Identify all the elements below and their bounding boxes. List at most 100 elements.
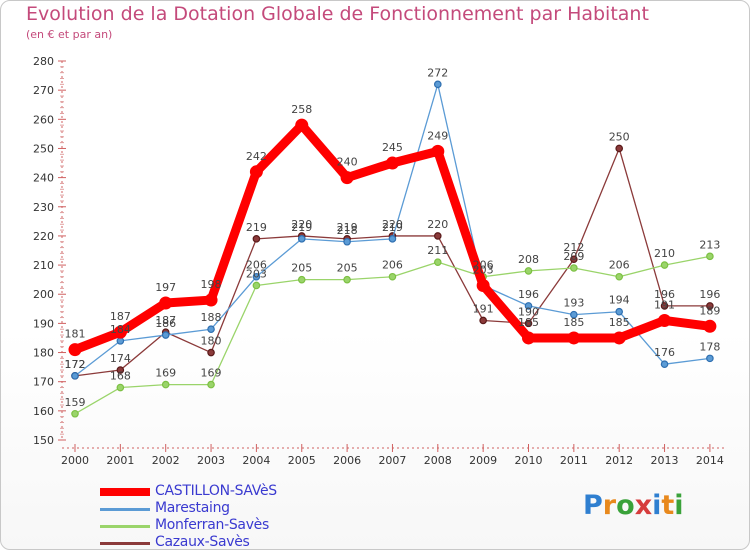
logo-letter: r bbox=[602, 490, 617, 521]
point-monferran-sav-s-2014 bbox=[706, 252, 714, 261]
data-label-marestaing-2012: 194 bbox=[609, 294, 630, 307]
data-label-castillon-sav-s-2007: 245 bbox=[382, 141, 403, 154]
x-tick-label-2008: 2008 bbox=[424, 454, 452, 467]
data-label-monferran-sav-s-2006: 205 bbox=[337, 262, 358, 275]
point-cazaux-sav-s-2011 bbox=[570, 255, 578, 264]
logo-letter: i bbox=[652, 490, 662, 521]
point-castillon-sav-s-2003 bbox=[204, 293, 218, 307]
data-label-cazaux-sav-s-2001: 174 bbox=[110, 352, 131, 365]
data-label-cazaux-sav-s-2009: 191 bbox=[473, 302, 494, 315]
data-label-cazaux-sav-s-2011: 212 bbox=[563, 241, 584, 254]
point-monferran-sav-s-2006 bbox=[343, 275, 351, 284]
data-label-castillon-sav-s-2009: 203 bbox=[473, 263, 494, 276]
data-label-monferran-sav-s-2005: 205 bbox=[291, 262, 312, 275]
point-marestaing-2007 bbox=[388, 235, 397, 243]
data-label-castillon-sav-s-2013: 191 bbox=[654, 298, 675, 311]
point-marestaing-2013 bbox=[660, 360, 669, 369]
data-label-cazaux-sav-s-2010: 190 bbox=[518, 305, 539, 318]
data-label-monferran-sav-s-2008: 211 bbox=[427, 244, 448, 257]
y-tick-label-240: 240 bbox=[33, 172, 54, 185]
point-castillon-sav-s-2010 bbox=[522, 331, 535, 345]
data-label-castillon-sav-s-2014: 189 bbox=[699, 304, 720, 317]
data-label-castillon-sav-s-2002: 197 bbox=[155, 281, 176, 294]
data-label-castillon-sav-s-2008: 249 bbox=[427, 129, 448, 142]
data-label-marestaing-2014: 178 bbox=[699, 340, 720, 353]
point-castillon-sav-s-2014 bbox=[703, 319, 717, 333]
point-marestaing-2001 bbox=[116, 337, 125, 345]
y-tick-label-220: 220 bbox=[33, 230, 54, 243]
y-tick-label-230: 230 bbox=[33, 201, 54, 214]
legend-swatch-marestaing bbox=[100, 508, 150, 511]
point-cazaux-sav-s-2001 bbox=[116, 366, 125, 374]
legend-label-marestaing: Marestaing bbox=[155, 500, 230, 516]
data-label-monferran-sav-s-2002: 169 bbox=[155, 367, 176, 380]
point-monferran-sav-s-2011 bbox=[570, 264, 578, 272]
data-label-cazaux-sav-s-2014: 196 bbox=[699, 288, 720, 301]
legend-label-cazaux: Cazaux-Savès bbox=[155, 534, 250, 550]
data-label-monferran-sav-s-2009: 206 bbox=[473, 259, 494, 272]
x-tick-label-2005: 2005 bbox=[288, 454, 316, 467]
point-monferran-sav-s-2007 bbox=[388, 272, 397, 281]
point-marestaing-2000 bbox=[71, 372, 79, 380]
data-label-castillon-sav-s-2003: 198 bbox=[201, 278, 222, 291]
data-label-marestaing-2007: 219 bbox=[382, 221, 403, 234]
y-tick-label-160: 160 bbox=[33, 405, 54, 418]
legend-swatch-cazaux bbox=[100, 542, 150, 545]
legend-label-monferran: Monferran-Savès bbox=[155, 517, 269, 533]
y-tick-label-270: 270 bbox=[33, 84, 54, 97]
point-castillon-sav-s-2001 bbox=[113, 325, 127, 339]
data-label-castillon-sav-s-2000: 181 bbox=[65, 328, 86, 341]
y-tick-label-180: 180 bbox=[33, 347, 54, 360]
data-label-cazaux-sav-s-2012: 250 bbox=[609, 130, 630, 143]
data-label-cazaux-sav-s-2008: 220 bbox=[427, 218, 448, 231]
data-label-castillon-sav-s-2010: 185 bbox=[518, 316, 539, 329]
y-tick-label-210: 210 bbox=[33, 259, 54, 272]
point-marestaing-2010 bbox=[524, 302, 533, 310]
data-label-monferran-sav-s-2003: 169 bbox=[201, 367, 222, 380]
x-tick-label-2013: 2013 bbox=[651, 454, 679, 467]
chart-subtitle: (en € et par an) bbox=[26, 28, 113, 41]
point-marestaing-2008 bbox=[433, 80, 442, 89]
data-label-monferran-sav-s-2010: 208 bbox=[518, 253, 539, 266]
point-marestaing-2003 bbox=[207, 325, 215, 334]
data-label-marestaing-2010: 196 bbox=[518, 288, 539, 301]
point-castillon-sav-s-2013 bbox=[658, 313, 672, 327]
y-tick-label-200: 200 bbox=[33, 288, 54, 301]
point-castillon-sav-s-2011 bbox=[567, 331, 581, 345]
data-label-monferran-sav-s-2013: 210 bbox=[654, 247, 675, 260]
point-castillon-sav-s-2002 bbox=[159, 296, 173, 310]
data-label-marestaing-2000: 172 bbox=[65, 358, 86, 371]
data-label-monferran-sav-s-2004: 203 bbox=[246, 267, 267, 280]
point-castillon-sav-s-2006 bbox=[340, 171, 354, 185]
x-tick-label-2010: 2010 bbox=[515, 454, 543, 467]
point-monferran-sav-s-2001 bbox=[116, 383, 125, 392]
chart-title: Evolution de la Dotation Globale de Fonc… bbox=[26, 3, 649, 25]
point-monferran-sav-s-2002 bbox=[161, 380, 170, 389]
x-tick-label-2004: 2004 bbox=[242, 454, 270, 467]
point-monferran-sav-s-2003 bbox=[207, 380, 215, 389]
data-label-cazaux-sav-s-2004: 219 bbox=[246, 221, 267, 234]
data-label-monferran-sav-s-2011: 209 bbox=[563, 250, 584, 263]
y-tick-label-170: 170 bbox=[33, 376, 54, 389]
data-label-marestaing-2004: 206 bbox=[246, 259, 267, 272]
x-tick-label-2003: 2003 bbox=[197, 454, 225, 467]
point-cazaux-sav-s-2012 bbox=[615, 144, 624, 153]
data-label-cazaux-sav-s-2007: 220 bbox=[382, 218, 403, 231]
data-label-marestaing-2013: 176 bbox=[654, 346, 675, 359]
logo-letter: i bbox=[674, 490, 684, 521]
data-label-castillon-sav-s-2001: 187 bbox=[110, 310, 131, 323]
point-monferran-sav-s-2013 bbox=[660, 261, 669, 269]
logo-letter: x bbox=[634, 490, 653, 521]
legend-swatch-castillon bbox=[100, 488, 150, 496]
y-tick-label-280: 280 bbox=[33, 55, 54, 68]
data-label-monferran-sav-s-2000: 159 bbox=[65, 396, 86, 409]
data-label-cazaux-sav-s-2005: 220 bbox=[291, 218, 312, 231]
point-castillon-sav-s-2008 bbox=[431, 144, 445, 158]
data-label-cazaux-sav-s-2002: 187 bbox=[155, 314, 176, 327]
data-label-marestaing-2006: 218 bbox=[337, 224, 358, 237]
data-label-monferran-sav-s-2014: 213 bbox=[699, 238, 720, 251]
point-monferran-sav-s-2010 bbox=[524, 267, 533, 275]
y-tick-label-150: 150 bbox=[33, 434, 54, 447]
